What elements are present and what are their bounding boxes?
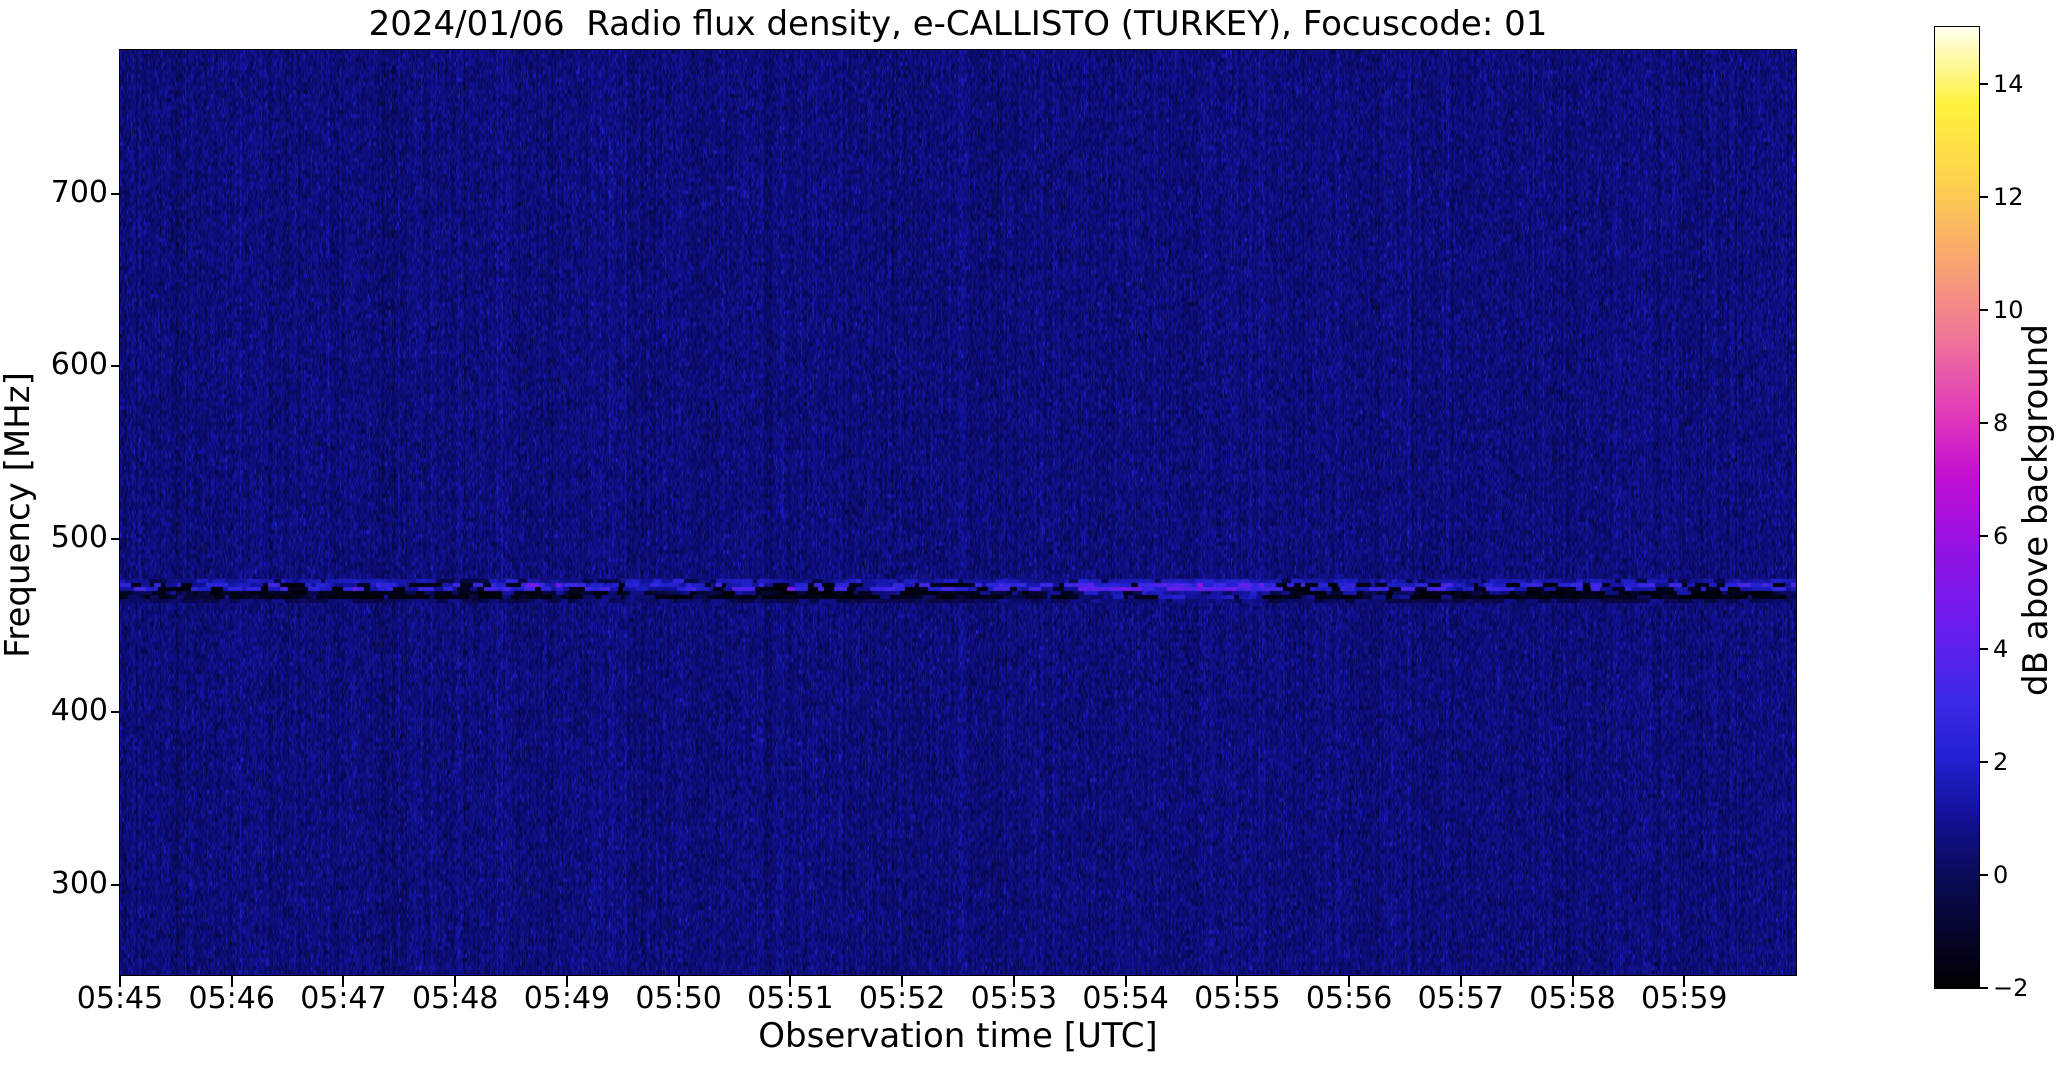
colorbar-gradient <box>1934 26 1980 989</box>
x-tick-label: 05:53 <box>970 981 1058 1016</box>
colorbar-label: dB above background <box>2016 324 2056 696</box>
y-tick-label: 600 <box>50 347 108 383</box>
y-tick-mark <box>111 192 120 195</box>
x-tick-label: 05:54 <box>1082 981 1169 1016</box>
colorbar-tick-mark <box>1980 760 1988 763</box>
x-tick-mark <box>789 975 792 987</box>
colorbar-tick-mark <box>1980 987 1988 989</box>
y-tick-mark <box>111 538 120 541</box>
x-tick-mark <box>1236 975 1239 987</box>
x-tick-mark <box>1571 975 1574 987</box>
colorbar-tick-mark <box>1980 873 1988 876</box>
y-tick-label: 700 <box>50 174 108 210</box>
y-tick-label: 400 <box>50 693 108 729</box>
colorbar-tick-mark <box>1980 421 1988 424</box>
chart-title: 2024/01/06 Radio flux density, e-CALLIST… <box>368 4 1548 44</box>
x-tick-label: 05:46 <box>188 981 275 1016</box>
y-tick-label: 500 <box>50 520 108 556</box>
colorbar-tick-label: 0 <box>1993 860 2009 889</box>
colorbar-tick-label: 14 <box>1993 69 2024 98</box>
colorbar-tick-mark <box>1980 82 1988 85</box>
y-tick-mark <box>111 711 120 714</box>
y-tick-mark <box>111 365 120 368</box>
x-tick-label: 05:49 <box>523 981 611 1016</box>
colorbar-tick-label: 4 <box>1993 634 2009 663</box>
colorbar-tick-label: 12 <box>1993 182 2024 211</box>
x-tick-label: 05:55 <box>1194 981 1281 1016</box>
colorbar-tick-label: −2 <box>1993 974 2029 1002</box>
x-tick-label: 05:59 <box>1641 981 1728 1016</box>
x-tick-mark <box>454 975 457 987</box>
x-tick-mark <box>677 975 680 987</box>
x-tick-mark <box>1348 975 1351 987</box>
x-tick-mark <box>1012 975 1015 987</box>
x-tick-mark <box>1124 975 1127 987</box>
x-axis-label: Observation time [UTC] <box>758 1016 1158 1056</box>
x-tick-mark <box>1683 975 1686 987</box>
x-tick-label: 05:58 <box>1529 981 1616 1016</box>
x-tick-label: 05:48 <box>411 981 499 1016</box>
x-tick-label: 05:51 <box>747 981 834 1016</box>
colorbar-tick-mark <box>1980 195 1988 198</box>
colorbar-tick-label: 6 <box>1993 521 2009 550</box>
x-tick-label: 05:45 <box>76 981 164 1016</box>
colorbar-tick-mark <box>1980 534 1988 537</box>
y-tick-label: 300 <box>50 866 108 902</box>
y-tick-mark <box>111 884 120 887</box>
x-tick-mark <box>565 975 568 987</box>
x-tick-mark <box>119 975 121 987</box>
x-tick-mark <box>342 975 345 987</box>
colorbar-tick-label: 10 <box>1993 295 2024 324</box>
x-tick-label: 05:52 <box>858 981 946 1016</box>
x-tick-label: 05:50 <box>635 981 722 1016</box>
colorbar-tick-mark <box>1980 308 1988 311</box>
spectrogram-canvas <box>119 49 1797 976</box>
x-tick-label: 05:57 <box>1417 981 1505 1016</box>
colorbar-tick-label: 2 <box>1993 747 2009 776</box>
colorbar-tick-mark <box>1980 647 1988 650</box>
x-tick-mark <box>230 975 233 987</box>
x-tick-mark <box>901 975 904 987</box>
colorbar-tick-label: 8 <box>1993 408 2009 437</box>
x-tick-label: 05:56 <box>1305 981 1393 1016</box>
x-tick-label: 05:47 <box>300 981 387 1016</box>
x-tick-mark <box>1459 975 1462 987</box>
